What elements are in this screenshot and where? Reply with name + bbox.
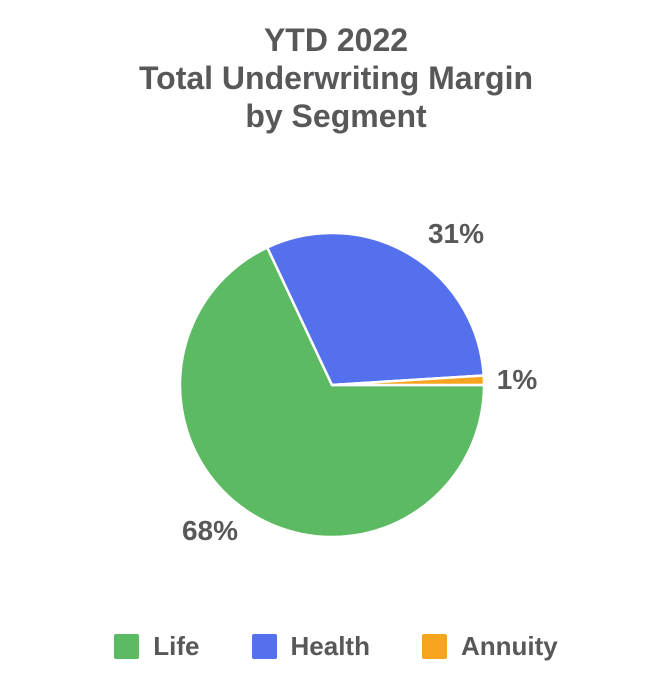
- legend-item-life: Life: [114, 631, 200, 662]
- legend-swatch-life: [114, 634, 140, 659]
- slice-label-annuity: 1%: [496, 364, 538, 395]
- pie-slice-life: [178, 246, 486, 539]
- legend-item-health: Health: [251, 631, 370, 662]
- pie-slice-annuity: [330, 374, 486, 387]
- chart-legend: Life Health Annuity: [0, 631, 672, 662]
- slice-label-health: 31%: [427, 218, 485, 249]
- legend-item-annuity: Annuity: [421, 631, 558, 662]
- legend-label-annuity: Annuity: [460, 631, 558, 661]
- slice-label-life: 68%: [181, 515, 239, 546]
- chart-title-line-2: Total Underwriting Margin: [138, 60, 534, 96]
- legend-swatch-health: [251, 634, 277, 659]
- legend-swatch-annuity: [421, 634, 447, 659]
- pie-slices: [178, 231, 486, 539]
- chart-title-line-1: YTD 2022: [263, 22, 409, 58]
- pie-slice-health: [266, 231, 485, 387]
- chart-title: YTD 2022 Total Underwriting Margin by Se…: [0, 21, 672, 135]
- legend-label-life: Life: [153, 631, 200, 661]
- chart-title-line-3: by Segment: [245, 98, 427, 134]
- legend-label-health: Health: [290, 631, 370, 661]
